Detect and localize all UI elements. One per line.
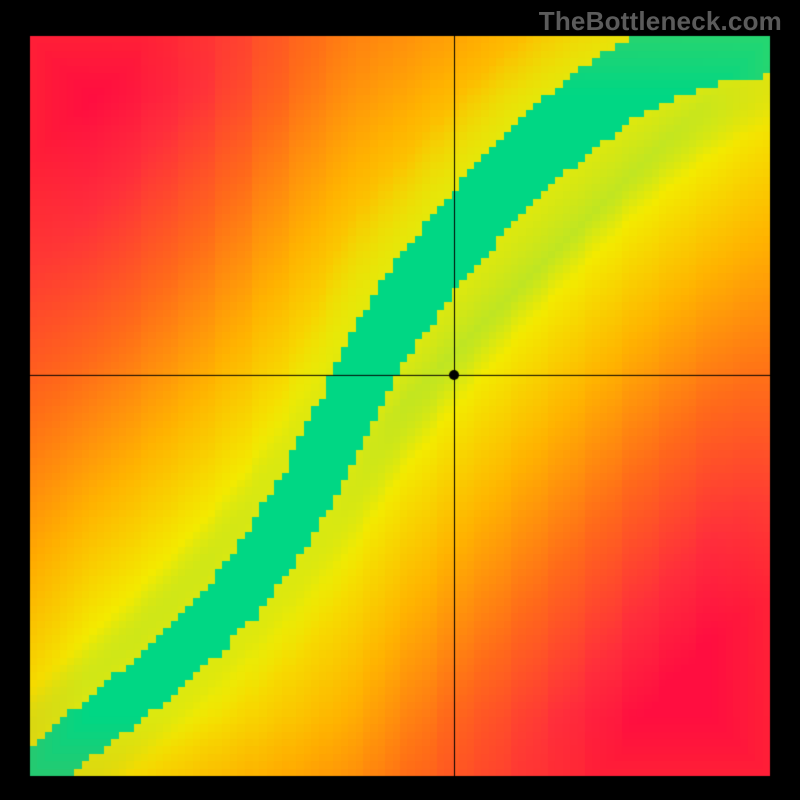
chart-container: { "watermark": { "text": "TheBottleneck.… bbox=[0, 0, 800, 800]
bottleneck-heatmap bbox=[0, 0, 800, 800]
